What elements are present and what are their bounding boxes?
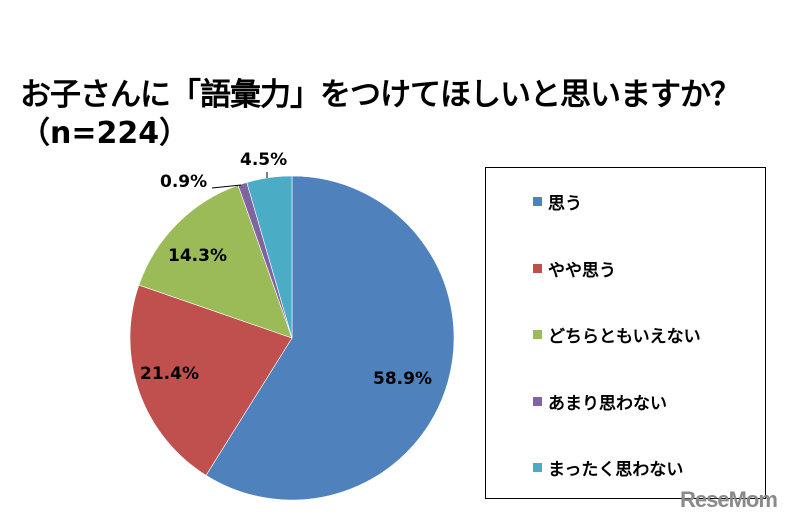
leader-line-0-9 — [211, 184, 242, 189]
data-label-dochira: 14.3% — [168, 246, 227, 266]
legend-swatch-icon — [533, 396, 542, 406]
pie-slice-4 — [246, 175, 293, 339]
legend-item-dochira: どちらともいえない — [533, 322, 701, 347]
legend-item-yaya-omou: やや思う — [533, 256, 616, 281]
legend-swatch-icon — [533, 329, 542, 339]
legend-item-omou: 思う — [533, 189, 582, 214]
pie-slice-2 — [138, 184, 293, 339]
data-label-yaya-omou: 21.4% — [140, 364, 199, 384]
legend-item-amari: あまり思わない — [533, 389, 667, 414]
legend-swatch-icon — [533, 196, 542, 206]
pie-slice-0 — [205, 175, 455, 501]
chart-legend: 思う やや思う どちらともいえない あまり思わない まったく思わない — [485, 167, 766, 499]
chart-subtitle-sample-size: （n=224） — [20, 116, 190, 151]
legend-swatch-icon — [533, 263, 542, 273]
chart-title: お子さんに「語彙力」をつけてほしいと思いますか？ — [20, 77, 741, 113]
data-label-omou: 58.9% — [373, 369, 432, 389]
data-label-mattaku: 4.5% — [240, 150, 288, 170]
data-label-amari: 0.9% — [160, 172, 208, 192]
resemom-watermark-logo: ReseMom — [680, 487, 778, 512]
pie-slice-1 — [129, 284, 293, 476]
legend-swatch-icon — [533, 462, 542, 472]
legend-item-mattaku: まったく思わない — [533, 455, 683, 480]
